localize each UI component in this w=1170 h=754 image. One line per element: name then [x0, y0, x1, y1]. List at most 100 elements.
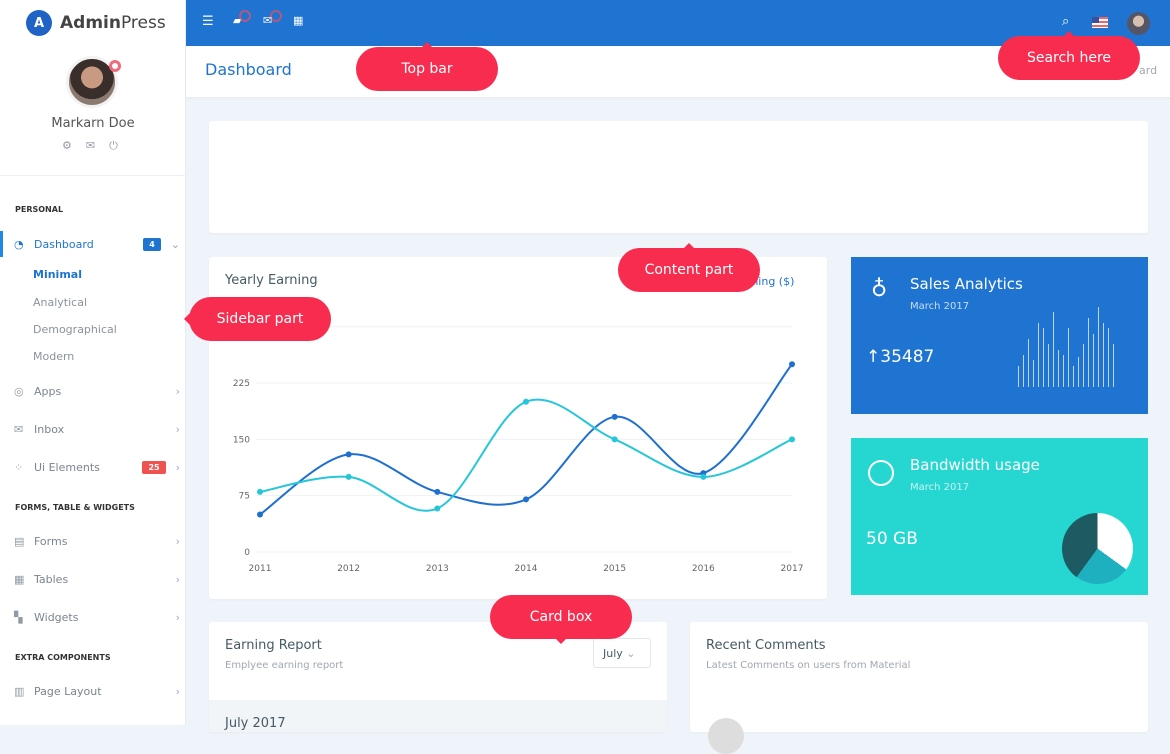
sidebar-sub-demographical[interactable]: Demographical: [33, 323, 117, 336]
spark-bar: [1063, 355, 1064, 387]
earning-report-title: Earning Report: [225, 638, 322, 653]
search-icon[interactable]: ⌕: [1062, 14, 1070, 29]
us-flag-icon[interactable]: [1092, 17, 1108, 28]
data-point: [611, 413, 618, 420]
callout-top-bar: Top bar: [356, 42, 498, 91]
page-layout-icon: ▥: [14, 684, 25, 698]
spark-bar: [1053, 312, 1054, 387]
chevron-right-icon: ›: [175, 610, 180, 624]
power-icon[interactable]: ⏻: [109, 139, 118, 152]
spark-bar: [1093, 333, 1094, 387]
data-point: [789, 361, 795, 368]
spark-bar: [1073, 365, 1074, 387]
user-name: Markarn Doe: [51, 116, 135, 131]
logo-mark: A: [26, 10, 52, 36]
label: Dashboard: [34, 237, 94, 251]
sidebar-sub-modern[interactable]: Modern: [33, 350, 75, 363]
stats-row: ✔2456New Projects!546Pending Project▣$24…: [209, 121, 1148, 233]
callout-content: Content part: [618, 243, 760, 292]
label: Inbox: [34, 422, 65, 436]
menu-icon[interactable]: ☰: [202, 14, 214, 29]
arrow-up-icon: ↑: [866, 347, 881, 367]
status-dot: [109, 60, 121, 72]
inbox-icon: ✉: [14, 422, 24, 436]
sales-value: ↑35487: [866, 347, 934, 367]
spark-bar: [1098, 307, 1099, 387]
data-point: [345, 451, 352, 458]
label: Widgets: [34, 610, 79, 624]
sales-sparkbars: [1018, 307, 1136, 387]
report-row: July 2017: [209, 700, 667, 732]
logo[interactable]: A AdminPress: [26, 10, 166, 36]
x-tick-label: 2017: [781, 564, 804, 574]
data-point: [611, 436, 618, 443]
bandwidth-value: 50 GB: [866, 529, 918, 549]
sidebar-item-inbox[interactable]: ✉ Inbox ›: [14, 419, 180, 439]
sidebar-item-ui-elements[interactable]: ⁘ Ui Elements 25 ›: [14, 457, 180, 477]
label: Apps: [34, 384, 62, 398]
chevron-right-icon: ›: [175, 684, 180, 698]
apps-grid-icon[interactable]: ▦: [293, 14, 304, 27]
sales-title: Sales Analytics: [910, 275, 1023, 293]
recent-comments-card: Recent Comments Latest Comments on users…: [690, 622, 1148, 754]
series-line: [259, 398, 793, 512]
data-point: [523, 496, 529, 503]
x-tick-label: 2011: [249, 564, 272, 574]
earning-report-subtitle: Emplyee earning report: [225, 660, 344, 671]
spark-bar: [1113, 344, 1114, 387]
divider: [0, 175, 186, 176]
forms-icon: ▤: [14, 534, 25, 548]
mail-icon[interactable]: ✉: [85, 139, 96, 152]
dashboard-icon: ◔: [14, 237, 24, 251]
data-point: [434, 488, 441, 495]
gear-icon[interactable]: ⚙: [62, 139, 72, 152]
x-tick-label: 2013: [426, 564, 449, 574]
breadcrumb[interactable]: ard: [1139, 64, 1158, 77]
apps-icon: ◎: [14, 384, 24, 398]
sidebar-item-forms[interactable]: ▤ Forms ›: [14, 531, 180, 551]
y-tick-label: 150: [233, 435, 250, 445]
chevron-right-icon: ›: [175, 534, 180, 548]
x-tick-label: 2016: [692, 564, 715, 574]
sidebar-item-page-layout[interactable]: ▥ Page Layout ›: [14, 681, 180, 701]
earning-report-card: Earning Report Emplyee earning report Ju…: [209, 622, 667, 732]
section-personal: PERSONAL: [15, 205, 64, 214]
callout-sidebar: Sidebar part: [184, 297, 331, 341]
data-point: [700, 473, 707, 480]
line-chart: 0 75 150 225 2011 2012 2013 2014 2015 2016 2017: [233, 326, 804, 574]
chevron-right-icon: ›: [175, 572, 180, 586]
data-point: [434, 505, 441, 512]
bandwidth-title: Bandwidth usage: [910, 456, 1040, 474]
sidebar-item-dashboard[interactable]: ◔ Dashboard 4 ⌄: [14, 234, 180, 254]
chat-icon[interactable]: ▰: [233, 14, 242, 27]
ui-elements-icon: ⁘: [14, 460, 24, 474]
month-value: July: [603, 647, 623, 660]
active-indicator: [0, 231, 3, 257]
spark-bar: [1043, 328, 1044, 387]
sidebar-item-apps[interactable]: ◎ Apps ›: [14, 381, 180, 401]
profile-avatar[interactable]: [1127, 12, 1150, 35]
y-tick-label: 0: [244, 548, 250, 558]
sidebar-item-widgets[interactable]: ▚ Widgets ›: [14, 607, 180, 627]
data-point: [257, 511, 263, 518]
envelope-icon[interactable]: ✉: [263, 14, 273, 27]
sidebar-sub-analytical[interactable]: Analytical: [33, 296, 88, 309]
x-tick-label: 2014: [515, 564, 538, 574]
spark-bar: [1083, 344, 1084, 387]
top-bar: ☰ ▰ ✉ ▦ ⌕: [186, 0, 1170, 46]
sales-analytics-card: ♁ Sales Analytics March 2017 ↑35487: [851, 257, 1148, 414]
sales-subtitle: March 2017: [910, 301, 970, 312]
spark-bar: [1068, 328, 1069, 387]
chart-legend: rning ($): [747, 275, 795, 288]
spark-bar: [1038, 323, 1039, 387]
sidebar: A AdminPress Markarn Doe ⚙ ✉ ⏻ PERSONAL ◔ Da…: [0, 0, 186, 725]
month-select[interactable]: July ⌄: [593, 638, 651, 668]
spark-bar: [1018, 365, 1019, 387]
data-point: [345, 473, 352, 480]
spark-bar: [1103, 323, 1104, 387]
sidebar-sub-minimal[interactable]: Minimal: [33, 268, 82, 281]
sidebar-item-tables[interactable]: ▦ Tables ›: [14, 569, 180, 589]
badge: 25: [142, 460, 166, 474]
brand-light: Press: [120, 13, 166, 33]
data-point: [523, 398, 529, 405]
